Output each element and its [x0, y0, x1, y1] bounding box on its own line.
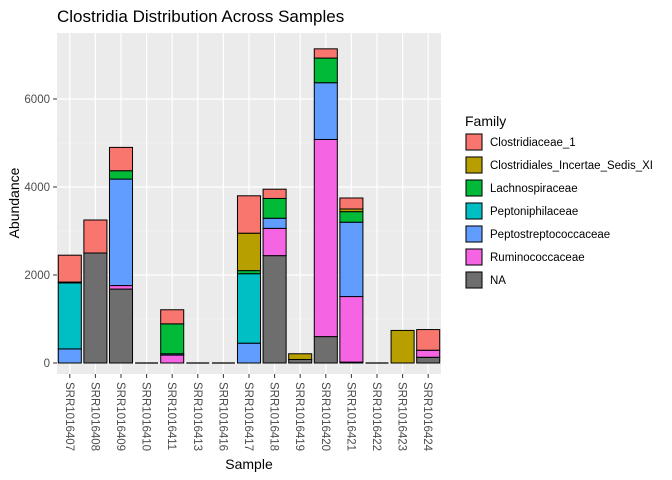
x-tick-label: SRR1016421	[344, 382, 356, 451]
bar-segment	[339, 211, 364, 223]
y-axis-title: Abundance	[6, 167, 22, 238]
bar-segment	[57, 282, 82, 350]
bar-segment	[262, 197, 287, 219]
x-tick-label: SRR1016418	[268, 382, 280, 451]
bar-segment	[108, 178, 134, 287]
x-axis-title: Sample	[225, 456, 273, 472]
x-tick-label: SRR1016413	[191, 382, 203, 451]
y-axis: 0 2000 4000 6000	[24, 94, 57, 370]
bar-segment	[83, 252, 108, 364]
bar-segment	[416, 356, 441, 364]
bar-segment	[262, 255, 287, 364]
legend-label: Clostridiales_Incertae_Sedis_XI	[490, 160, 653, 172]
bar-segment	[416, 329, 441, 351]
legend-swatch	[465, 133, 483, 151]
bar-segment	[339, 221, 364, 298]
x-tick-label: SRR1016417	[242, 382, 254, 451]
legend-label: NA	[490, 275, 506, 287]
y-tick-label: 6000	[24, 94, 50, 106]
bar-segment	[288, 353, 313, 360]
bars-layer	[57, 48, 441, 364]
bar-segment	[236, 195, 262, 234]
bar-segment	[160, 323, 185, 355]
x-tick-label: SRR1016411	[165, 382, 177, 450]
legend-label: Ruminococcaceae	[490, 252, 585, 264]
bar-segment	[339, 197, 364, 210]
bar-segment	[83, 219, 108, 254]
bar-segment	[313, 48, 338, 59]
legend-title: Family	[465, 113, 506, 129]
bar-segment	[108, 170, 134, 180]
legend-swatch	[465, 248, 483, 266]
chart-title: Clostridia Distribution Across Samples	[57, 7, 344, 26]
bar-segment	[108, 146, 134, 172]
legend-swatch	[465, 179, 483, 197]
legend-label: Peptostreptococcaceae	[490, 229, 610, 241]
x-tick-label: SRR1016423	[396, 382, 408, 451]
bar-segment	[416, 349, 441, 358]
bar-segment	[313, 138, 338, 338]
x-tick-label: SRR1016416	[216, 382, 228, 451]
x-tick-label: SRR1016410	[140, 382, 152, 451]
legend-label: Clostridiaceae_1	[490, 137, 576, 149]
x-tick-label: SRR1016409	[114, 382, 126, 451]
bar-segment	[313, 82, 338, 140]
bar-segment	[390, 329, 415, 364]
x-axis: SRR1016407 SRR1016408 SRR1016409 SRR1016410…	[63, 374, 433, 452]
y-tick-label: 4000	[24, 182, 50, 194]
x-tick-label: SRR1016419	[293, 382, 305, 451]
legend-label: Peptoniphilaceae	[490, 206, 578, 218]
bar-segment	[288, 358, 313, 364]
bar-segment	[313, 336, 338, 364]
bar-segment	[262, 217, 287, 229]
bar-segment	[262, 227, 287, 257]
legend-label: Lachnospiraceae	[490, 183, 578, 195]
x-tick-label: SRR1016407	[63, 382, 75, 451]
bar-segment	[313, 57, 338, 84]
y-tick-label: 0	[44, 358, 50, 370]
legend-swatch	[465, 271, 483, 289]
y-tick-label: 2000	[24, 270, 50, 282]
bar-segment	[262, 188, 287, 199]
legend-swatch	[465, 225, 483, 243]
bar-segment	[108, 288, 134, 364]
x-tick-label: SRR1016422	[370, 382, 382, 451]
bar-segment	[236, 232, 262, 272]
x-tick-label: SRR1016424	[421, 382, 433, 452]
x-tick-label: SRR1016420	[319, 382, 331, 451]
x-tick-label: SRR1016408	[88, 382, 100, 451]
bar-segment	[160, 309, 185, 325]
bar-segment	[108, 285, 134, 290]
bar-segment	[57, 348, 82, 364]
bar-segment	[57, 254, 82, 283]
bar-segment	[339, 296, 364, 363]
bar-segment	[236, 342, 262, 364]
bar-segment	[160, 354, 185, 364]
legend-swatch	[465, 156, 483, 174]
legend: Family Clostridiaceae_1 Clostridiales_Inc…	[465, 113, 653, 289]
legend-swatch	[465, 202, 483, 220]
bar-segment	[236, 273, 262, 344]
